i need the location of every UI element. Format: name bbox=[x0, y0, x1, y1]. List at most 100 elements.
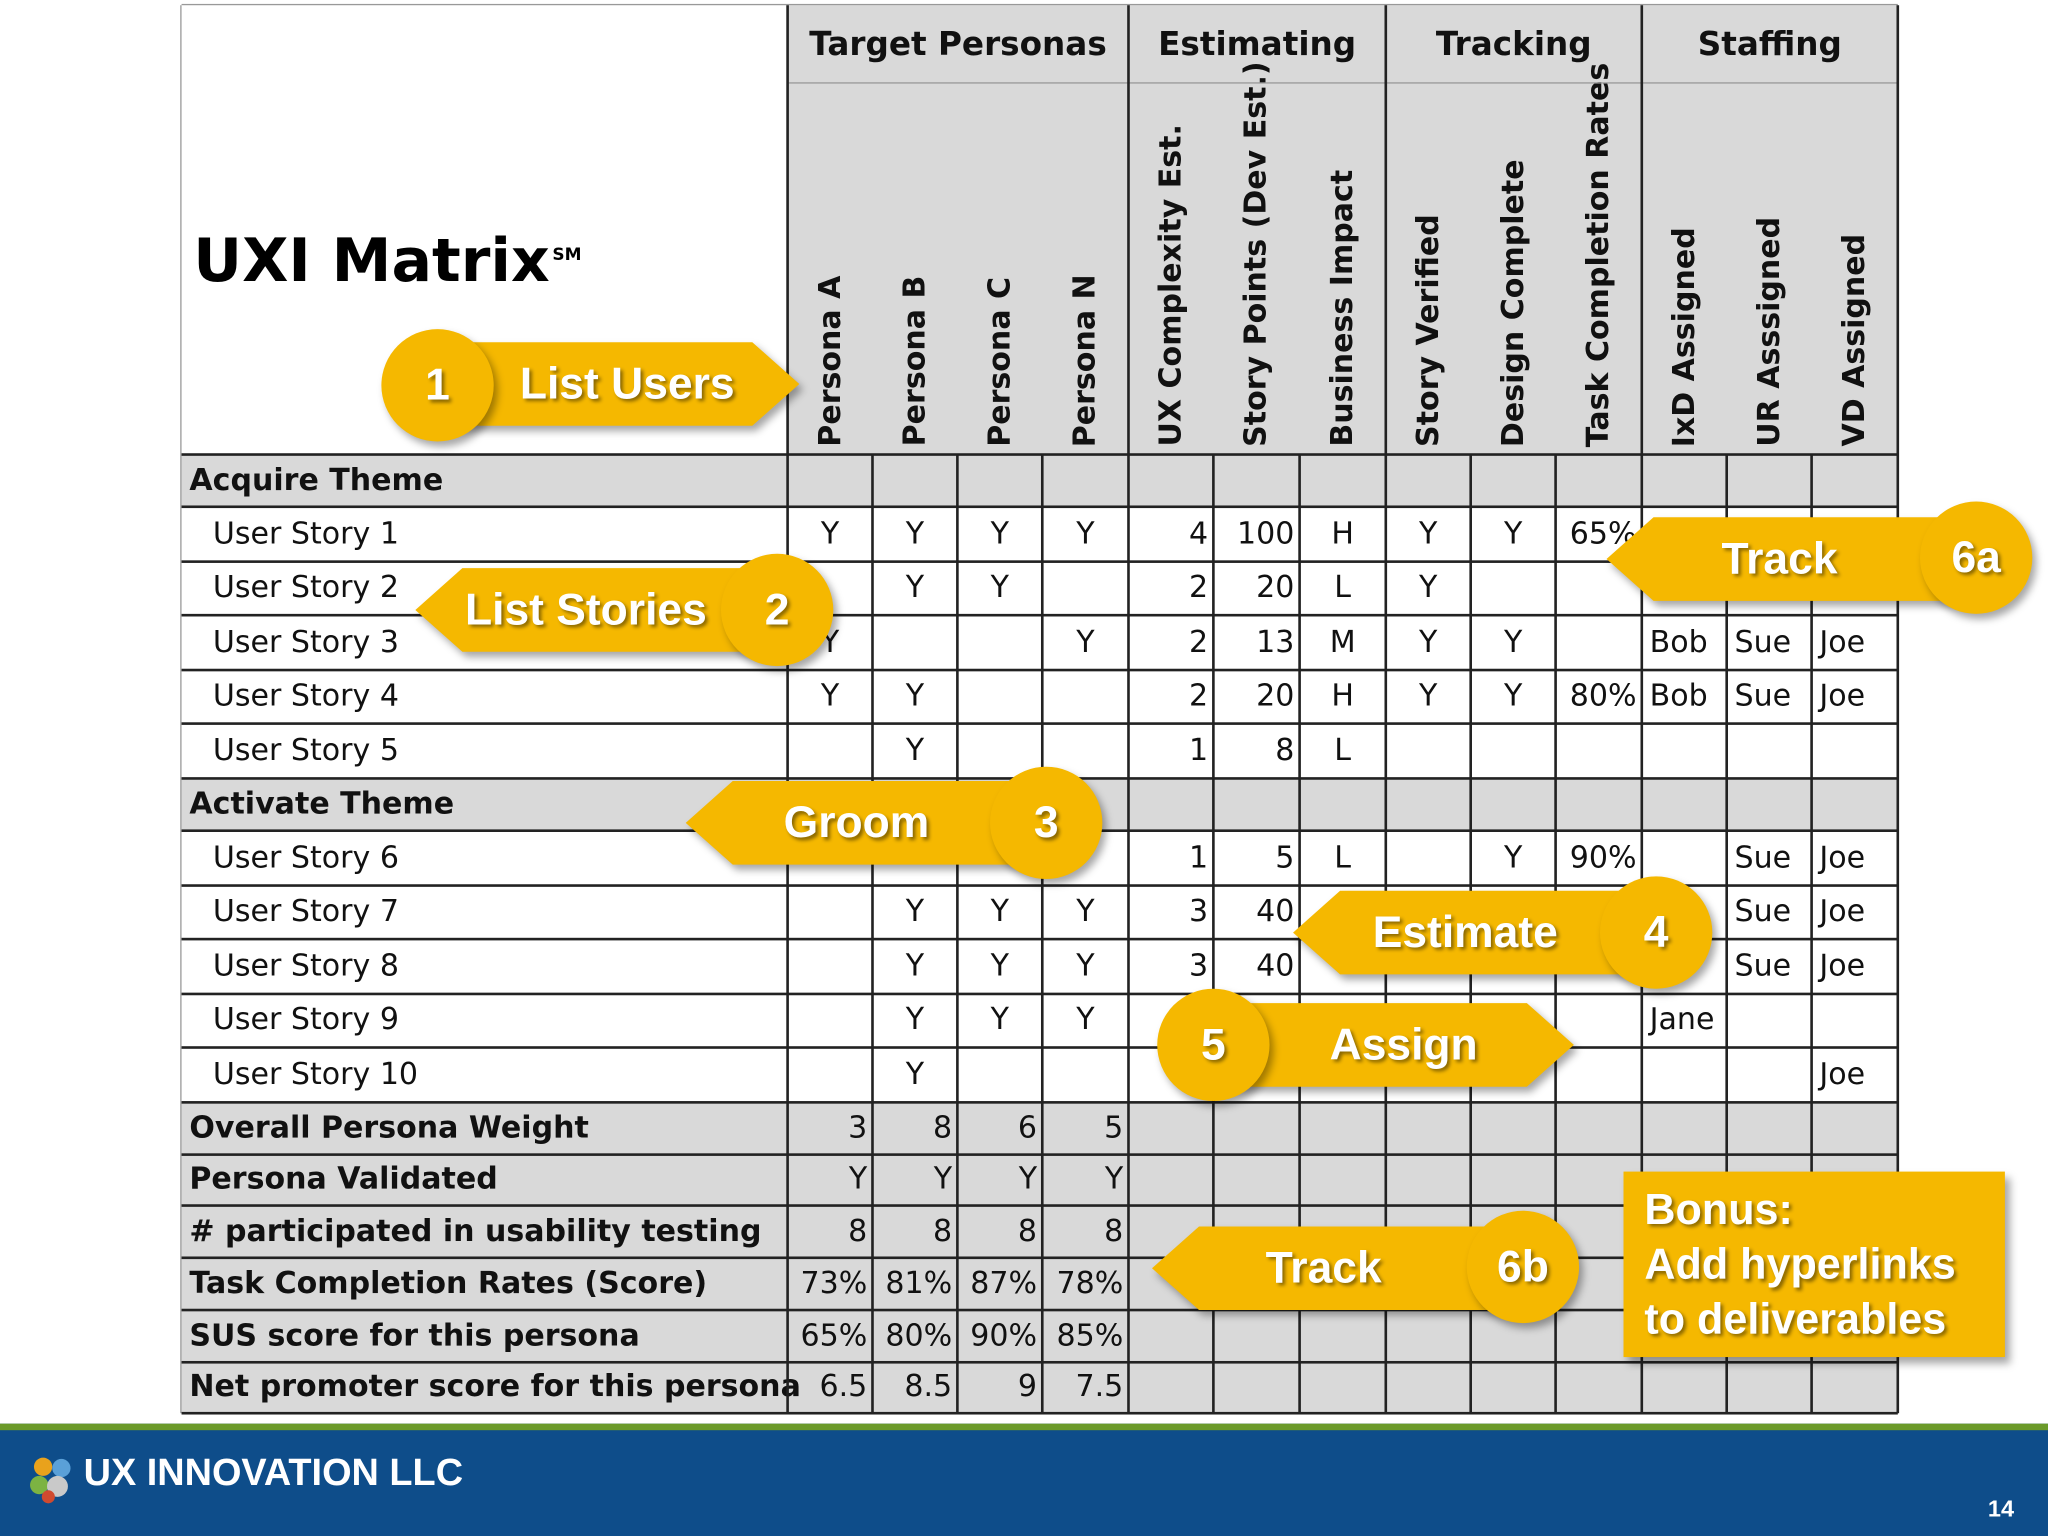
table-cell: Y bbox=[1076, 1003, 1095, 1038]
table-cell: 8 bbox=[848, 1214, 868, 1249]
table-cell: Joe bbox=[1819, 949, 1866, 984]
column-header-label: UR Asssigned bbox=[1752, 216, 1787, 447]
callout-2 bbox=[415, 568, 791, 652]
story-row-label: User Story 2 bbox=[212, 570, 399, 605]
table-cell: 20 bbox=[1256, 570, 1295, 605]
grid-line bbox=[181, 1256, 1898, 1260]
story-row-label: User Story 3 bbox=[212, 625, 399, 660]
column-header: UX Complexity Est. bbox=[1128, 82, 1213, 454]
grid-line bbox=[1384, 5, 1388, 1414]
grid-line bbox=[181, 1308, 1898, 1312]
column-header-label: Persona A bbox=[813, 275, 848, 447]
grid-line bbox=[180, 5, 182, 1414]
table-cell: Y bbox=[1076, 625, 1095, 660]
table-cell: Y bbox=[1076, 894, 1095, 929]
table-cell: Y bbox=[1076, 949, 1095, 984]
column-header: Design Complete bbox=[1471, 82, 1556, 454]
table-cell: 4 bbox=[1189, 517, 1209, 552]
table-cell: 8.5 bbox=[904, 1370, 953, 1405]
column-header: Task Completion Rates bbox=[1556, 62, 1642, 454]
column-header: VD Assigned bbox=[1812, 82, 1898, 454]
footer-bar bbox=[0, 1423, 2048, 1536]
callout-label: List Stories bbox=[464, 585, 707, 635]
table-cell: Sue bbox=[1734, 841, 1792, 876]
table-cell: Y bbox=[1076, 517, 1095, 552]
table-cell: Y bbox=[905, 734, 925, 768]
table-cell: Y bbox=[905, 1057, 925, 1092]
grid-line bbox=[956, 454, 959, 1414]
table-cell: L bbox=[1334, 841, 1352, 876]
table-cell: Joe bbox=[1819, 679, 1866, 714]
table-cell: 9 bbox=[1017, 1370, 1038, 1405]
table-cell: Y bbox=[905, 570, 925, 605]
grid-line bbox=[181, 884, 1898, 887]
bonus-line-3: to deliverables bbox=[1644, 1294, 1947, 1343]
table-cell: Y bbox=[1104, 1162, 1124, 1197]
callout-label: Assign bbox=[1329, 1020, 1478, 1070]
column-header-label: Business Impact bbox=[1325, 169, 1360, 447]
table-cell: Joe bbox=[1819, 841, 1866, 876]
theme-row-label: Activate Theme bbox=[189, 787, 455, 822]
company-logo-icon bbox=[30, 1457, 71, 1504]
table-cell: 90% bbox=[1569, 841, 1637, 876]
summary-row-label: Task Completion Rates (Score) bbox=[189, 1266, 708, 1301]
table-cell: Sue bbox=[1734, 625, 1792, 660]
column-header-label: Story Verified bbox=[1411, 213, 1446, 447]
row-background bbox=[181, 1102, 1898, 1155]
table-cell: 8 bbox=[933, 1111, 953, 1146]
row-background bbox=[181, 1362, 1898, 1414]
callout-arrow bbox=[685, 781, 1045, 865]
column-header-label: VD Assigned bbox=[1837, 233, 1872, 447]
table-cell: Y bbox=[905, 894, 925, 929]
column-group-header: Target Personas bbox=[809, 24, 1107, 63]
story-row-label: User Story 4 bbox=[212, 679, 399, 714]
table-cell: Y bbox=[1503, 679, 1523, 714]
table-cell: H bbox=[1331, 679, 1354, 714]
table-cell: 8 bbox=[1017, 1214, 1038, 1249]
table-cell: 6 bbox=[1017, 1111, 1038, 1146]
grid-line bbox=[181, 453, 1898, 456]
page-title: UXI Matrix SM bbox=[193, 224, 582, 296]
column-group-header: Staffing bbox=[1697, 24, 1842, 63]
callout-arrow-shape bbox=[436, 342, 800, 426]
table-cell: H bbox=[1331, 517, 1354, 552]
table-cell: 3 bbox=[1189, 894, 1209, 929]
column-header-label: Persona N bbox=[1068, 273, 1103, 447]
table-cell: Y bbox=[990, 1003, 1010, 1038]
table-cell: 90% bbox=[970, 1319, 1038, 1354]
callout-arrow bbox=[1293, 890, 1657, 975]
table-cell: 6.5 bbox=[819, 1370, 868, 1405]
callout-label: Estimate bbox=[1372, 907, 1558, 958]
grid-line bbox=[181, 505, 1898, 509]
table-cell: Sue bbox=[1734, 949, 1792, 984]
callout-arrow bbox=[1606, 517, 1975, 601]
table-cell: Joe bbox=[1819, 1057, 1866, 1092]
column-header-label: Design Complete bbox=[1496, 158, 1531, 447]
grid-line bbox=[181, 1046, 1898, 1049]
callout-arrow bbox=[1151, 1226, 1522, 1311]
table-cell: 78% bbox=[1056, 1266, 1124, 1301]
grid-line bbox=[181, 992, 1898, 996]
table-cell: 2 bbox=[1189, 625, 1209, 660]
column-header: Persona C bbox=[957, 82, 1042, 454]
column-group-header: Tracking bbox=[1435, 24, 1592, 63]
callout-arrow-shape bbox=[1606, 517, 1975, 601]
table-cell: 8 bbox=[933, 1214, 953, 1249]
table-cell: Y bbox=[905, 517, 925, 552]
table-cell: 5 bbox=[1104, 1111, 1124, 1146]
callout-3 bbox=[685, 781, 1045, 865]
callout-arrow-shape bbox=[1151, 1226, 1522, 1311]
table-cell: Y bbox=[1419, 679, 1438, 714]
table-cell: 80% bbox=[885, 1319, 953, 1354]
table-cell: Y bbox=[990, 570, 1010, 605]
story-row-label: User Story 8 bbox=[212, 949, 399, 984]
grid-line bbox=[181, 1360, 1898, 1364]
table-cell: L bbox=[1334, 734, 1352, 768]
column-header: Persona N bbox=[1042, 82, 1128, 454]
callout-4 bbox=[1293, 890, 1657, 975]
grid-line bbox=[1040, 454, 1044, 1414]
callout-arrow-shape bbox=[1214, 1003, 1574, 1087]
table-cell: 8 bbox=[1104, 1214, 1124, 1249]
column-header: Persona B bbox=[872, 82, 957, 454]
